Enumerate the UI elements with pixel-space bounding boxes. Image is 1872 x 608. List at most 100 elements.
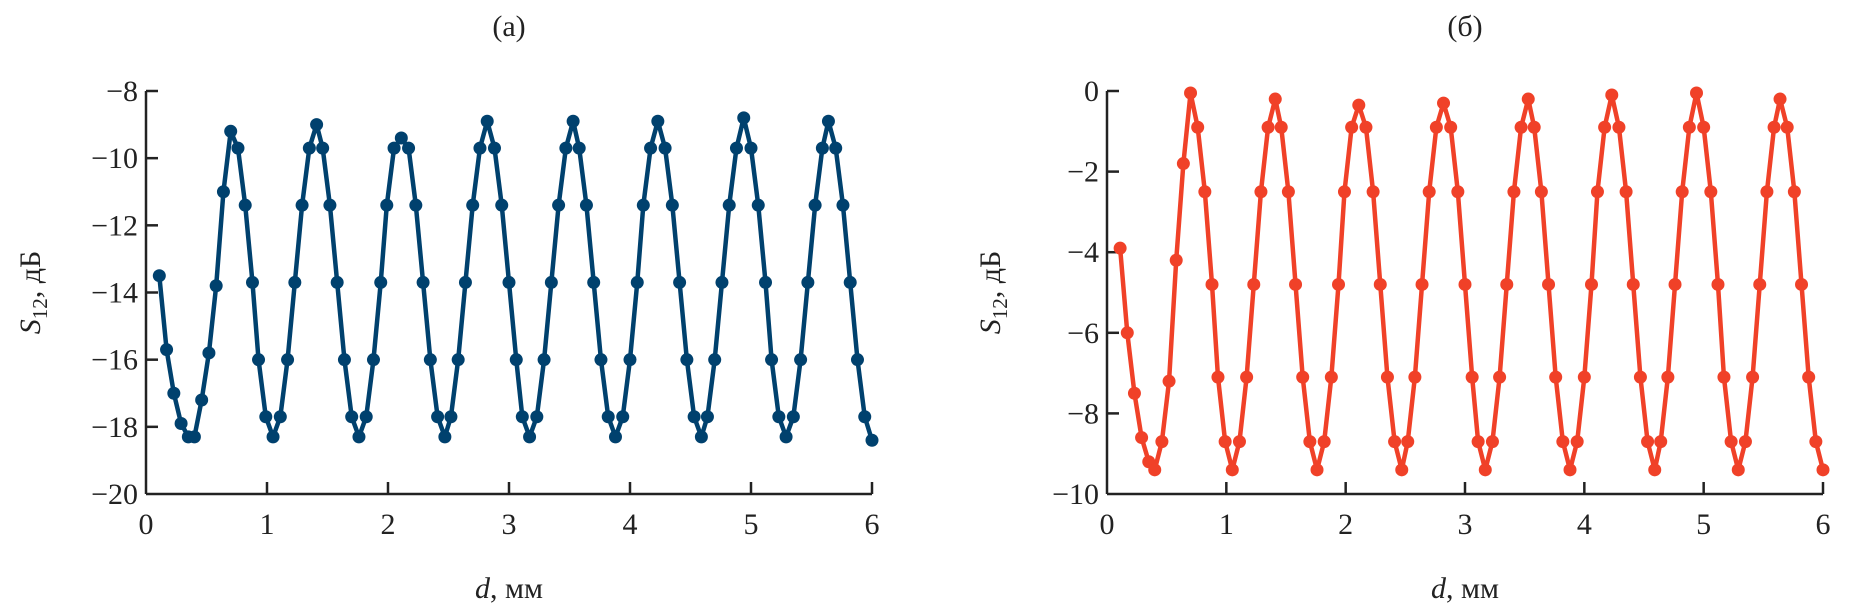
data-point [680, 353, 694, 367]
data-point [1429, 120, 1443, 134]
data-point [224, 124, 238, 138]
data-point [394, 131, 408, 145]
data-point [1661, 370, 1675, 384]
chart-title: (а) [492, 10, 525, 43]
data-point [1274, 120, 1288, 134]
y-tick-label: −10 [1052, 478, 1099, 511]
data-point [1388, 435, 1402, 449]
data-point [1641, 435, 1655, 449]
data-point [1633, 370, 1647, 384]
data-point [801, 275, 815, 289]
x-axis-label-var: d [475, 572, 491, 605]
data-point [694, 430, 708, 444]
data-point [1668, 277, 1682, 291]
data-point [1408, 370, 1422, 384]
x-tick-label: 5 [1696, 508, 1711, 541]
data-point [786, 410, 800, 424]
data-point [1247, 277, 1261, 291]
data-point [1289, 277, 1303, 291]
data-point [1198, 185, 1212, 199]
data-point [708, 353, 722, 367]
data-point [209, 279, 223, 293]
data-point [295, 198, 309, 212]
data-point [423, 353, 437, 367]
data-point [1485, 435, 1499, 449]
data-point [594, 353, 608, 367]
data-point [1534, 185, 1548, 199]
data-point [174, 416, 188, 430]
x-tick-label: 6 [865, 508, 880, 541]
data-point [700, 410, 714, 424]
data-point [281, 353, 295, 367]
data-point [658, 141, 672, 155]
data-point [759, 275, 773, 289]
y-tick-label: −6 [1067, 317, 1099, 350]
data-point [1444, 120, 1458, 134]
x-tick-label: 1 [260, 508, 275, 541]
data-point [644, 141, 658, 155]
data-point [1654, 435, 1668, 449]
data-point [1281, 185, 1295, 199]
data-point [623, 353, 637, 367]
data-point [1746, 370, 1760, 384]
data-point [187, 430, 201, 444]
y-tick-label: −18 [91, 411, 138, 444]
data-point [1352, 98, 1366, 112]
data-point [152, 269, 166, 283]
data-point [579, 198, 593, 212]
y-tick-label: −2 [1067, 156, 1099, 189]
x-tick-label: 0 [139, 508, 154, 541]
data-point [509, 353, 523, 367]
data-point [1577, 370, 1591, 384]
y-axis-label-var: S [974, 319, 1007, 334]
data-point [544, 275, 558, 289]
data-point [1169, 253, 1183, 267]
data-point [808, 198, 822, 212]
data-point [1760, 185, 1774, 199]
data-point [1773, 92, 1787, 106]
data-point [1148, 463, 1162, 477]
data-point [1240, 370, 1254, 384]
data-point [374, 275, 388, 289]
data-point [416, 275, 430, 289]
data-point [167, 386, 181, 400]
data-point [431, 410, 445, 424]
data-point [1254, 185, 1268, 199]
y-tick-label: −16 [91, 344, 138, 377]
data-point [616, 410, 630, 424]
x-tick-label: 4 [623, 508, 638, 541]
data-point [1162, 374, 1176, 388]
data-point [1682, 120, 1696, 134]
data-point [466, 198, 480, 212]
chart-a: (а)0 1 2 3 4 5 6−20−18−16−14−12−10−8d, ммS12, … [14, 10, 880, 605]
data-point [1507, 185, 1521, 199]
x-tick-label: 1 [1219, 508, 1234, 541]
data-point [302, 141, 316, 155]
data-point [744, 141, 758, 155]
y-axis-label-unit: , дБ [14, 251, 47, 299]
data-point [352, 430, 366, 444]
data-point [1268, 92, 1282, 106]
data-point [530, 410, 544, 424]
data-point [1127, 386, 1141, 400]
data-point [1155, 435, 1169, 449]
data-point [1724, 435, 1738, 449]
data-point [1135, 431, 1149, 445]
data-point [1380, 370, 1394, 384]
data-point [673, 275, 687, 289]
data-point [1345, 120, 1359, 134]
data-point [815, 141, 829, 155]
data-point [1675, 185, 1689, 199]
y-axis-label-sub: 12 [28, 298, 52, 319]
data-point [380, 198, 394, 212]
data-point [402, 141, 416, 155]
data-point [1332, 277, 1346, 291]
data-point [1795, 277, 1809, 291]
data-point [1527, 120, 1541, 134]
data-point [1218, 435, 1232, 449]
data-point [1514, 120, 1528, 134]
y-axis-label-var: S [14, 319, 47, 334]
data-point [438, 430, 452, 444]
data-point [502, 275, 516, 289]
